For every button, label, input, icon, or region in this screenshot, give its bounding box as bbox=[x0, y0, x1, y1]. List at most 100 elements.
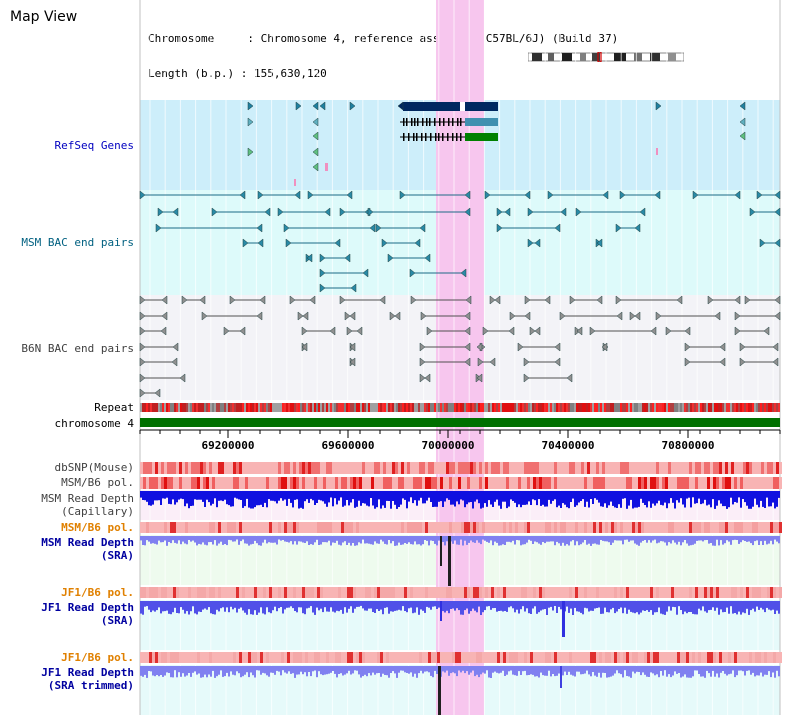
repeat-segment bbox=[618, 403, 620, 412]
repeat-segment bbox=[394, 403, 396, 412]
repeat-segment bbox=[656, 403, 658, 412]
msm-depth-sra-bar bbox=[242, 536, 244, 540]
msm-depth-capillary-bar bbox=[640, 491, 642, 499]
repeat-segment bbox=[706, 403, 708, 412]
track-label-refseq[interactable]: RefSeq Genes bbox=[54, 139, 134, 152]
jf1-depth-bar bbox=[744, 601, 746, 614]
track-label-msm-b6-pol-1[interactable]: MSM/B6 pol. bbox=[61, 476, 134, 489]
msm-depth-capillary-bar bbox=[532, 491, 534, 500]
jf1-b6-pol-cell bbox=[767, 587, 770, 598]
msm-depth-sra-bar bbox=[340, 536, 342, 546]
jf1-depth-bar bbox=[376, 601, 378, 610]
msm-b6-pol-cell bbox=[506, 477, 509, 489]
dbsnp-cell bbox=[773, 462, 776, 474]
dbsnp-cell bbox=[737, 462, 740, 474]
jf1-b6-pol2-cell bbox=[482, 652, 485, 663]
track-label-msm-depth-capillary[interactable]: MSM Read Depth bbox=[41, 492, 134, 505]
msm-depth-sra-bar bbox=[440, 536, 442, 540]
msm-depth-capillary-bar bbox=[662, 491, 664, 506]
track-label-msm-depth-sra[interactable]: MSM Read Depth bbox=[41, 536, 134, 549]
jf1-depth-trimmed-bar bbox=[218, 666, 220, 675]
msm-depth-sra-bar bbox=[560, 536, 562, 546]
msm-depth-sra-bar bbox=[454, 536, 456, 541]
track-label-dbsnp[interactable]: dbSNP(Mouse) bbox=[54, 461, 134, 474]
jf1-b6-pol-cell bbox=[680, 587, 683, 598]
jf1-depth-trimmed-bar bbox=[300, 666, 302, 672]
msm-depth-sra-bar bbox=[324, 536, 326, 543]
dbsnp-cell bbox=[194, 462, 197, 474]
msm-depth-capillary-bar bbox=[594, 491, 596, 499]
jf1-b6-pol2-cell bbox=[515, 652, 518, 663]
jf1-depth-bar bbox=[278, 601, 280, 609]
repeat-segment bbox=[364, 403, 366, 412]
msm-depth-capillary-bar bbox=[722, 491, 724, 507]
msm-depth-capillary-bar bbox=[286, 491, 288, 506]
jf1-depth-trimmed-bar bbox=[226, 666, 228, 673]
jf1-depth-trimmed-bar bbox=[654, 666, 656, 676]
msm-depth-capillary-bar bbox=[386, 491, 388, 501]
jf1-depth-trimmed-bar bbox=[234, 666, 236, 676]
msm-depth-capillary-bar bbox=[266, 491, 268, 508]
msm-depth-capillary-bar bbox=[284, 491, 286, 500]
jf1-depth-bar bbox=[316, 601, 318, 608]
jf1-depth-bar bbox=[530, 601, 532, 614]
jf1-depth-bar bbox=[548, 601, 550, 608]
msm-depth-sra-bar bbox=[150, 536, 152, 544]
msm-b6-pol-cell bbox=[347, 477, 350, 489]
track-label-jf1-depth[interactable]: JF1 Read Depth bbox=[41, 601, 134, 614]
jf1-depth-bar bbox=[268, 601, 270, 613]
track-label-jf1-b6-pol-2[interactable]: JF1/B6 pol. bbox=[61, 651, 134, 664]
msm-depth-capillary-bar bbox=[290, 491, 292, 503]
jf1-depth-trimmed-bar bbox=[516, 666, 518, 676]
msm-b6-pol2-cell bbox=[158, 522, 161, 533]
b6n-bac-pair-end bbox=[739, 342, 746, 352]
jf1-b6-pol-cell bbox=[242, 587, 245, 598]
b6n-bac-pair-end bbox=[569, 295, 576, 305]
msm-depth-capillary-bar bbox=[152, 491, 154, 505]
msm-b6-pol-cell bbox=[605, 477, 608, 489]
msm-depth-sra-bar bbox=[588, 536, 590, 544]
repeat-segment bbox=[438, 403, 440, 412]
jf1-b6-pol2-cell bbox=[344, 652, 347, 663]
b6n-bac-pair-end bbox=[601, 342, 608, 352]
msm-depth-capillary-bar bbox=[342, 491, 344, 507]
msm-bac-pair-end bbox=[547, 190, 554, 200]
msm-b6-pol-cell bbox=[380, 477, 383, 489]
jf1-b6-pol-cell bbox=[572, 587, 575, 598]
msm-depth-sra-bar bbox=[458, 536, 460, 545]
dbsnp-cell bbox=[308, 462, 311, 474]
jf1-b6-pol-cell bbox=[668, 587, 671, 598]
msm-b6-pol2-cell bbox=[260, 522, 263, 533]
jf1-depth-bar bbox=[632, 601, 634, 613]
msm-b6-pol2-cell bbox=[635, 522, 638, 533]
track-label-jf1-b6-pol-1[interactable]: JF1/B6 pol. bbox=[61, 586, 134, 599]
msm-bac-pair-end bbox=[294, 190, 301, 200]
track-label-msm-bac[interactable]: MSM BAC end pairs bbox=[21, 236, 134, 249]
jf1-b6-pol2-cell bbox=[377, 652, 380, 663]
repeat-segment bbox=[664, 403, 666, 412]
msm-depth-capillary-bar bbox=[762, 491, 764, 507]
track-label-b6n-bac[interactable]: B6N BAC end pairs bbox=[21, 342, 134, 355]
msm-b6-pol2-cell bbox=[386, 522, 389, 533]
msm-depth-capillary-bar bbox=[420, 491, 422, 498]
msm-b6-pol-cell bbox=[308, 477, 311, 489]
jf1-b6-pol2-cell bbox=[479, 652, 482, 663]
b6n-bac-pair-end bbox=[655, 311, 662, 321]
jf1-b6-pol-cell bbox=[719, 587, 722, 598]
msm-b6-pol2-cell bbox=[140, 522, 143, 533]
repeat-segment bbox=[476, 403, 478, 412]
track-label-msm-b6-pol-2[interactable]: MSM/B6 pol. bbox=[61, 521, 134, 534]
track-label-repeat[interactable]: Repeat bbox=[94, 401, 134, 414]
msm-b6-pol-cell bbox=[692, 477, 695, 489]
jf1-depth-trimmed-bar bbox=[730, 666, 732, 674]
msm-depth-sra-bar bbox=[686, 536, 688, 544]
msm-depth-sra-bar bbox=[522, 536, 524, 545]
msm-b6-pol-cell bbox=[365, 477, 368, 489]
msm-bac-pair-end bbox=[560, 207, 567, 217]
msm-depth-sra-bar bbox=[558, 536, 560, 544]
jf1-b6-pol-cell bbox=[491, 587, 494, 598]
chromosome-ideogram[interactable] bbox=[528, 52, 684, 62]
b6n-bac-pair-end bbox=[676, 295, 683, 305]
track-label-jf1-depth-trimmed[interactable]: JF1 Read Depth bbox=[41, 666, 134, 679]
b6n-bac-pair-end bbox=[684, 326, 691, 336]
